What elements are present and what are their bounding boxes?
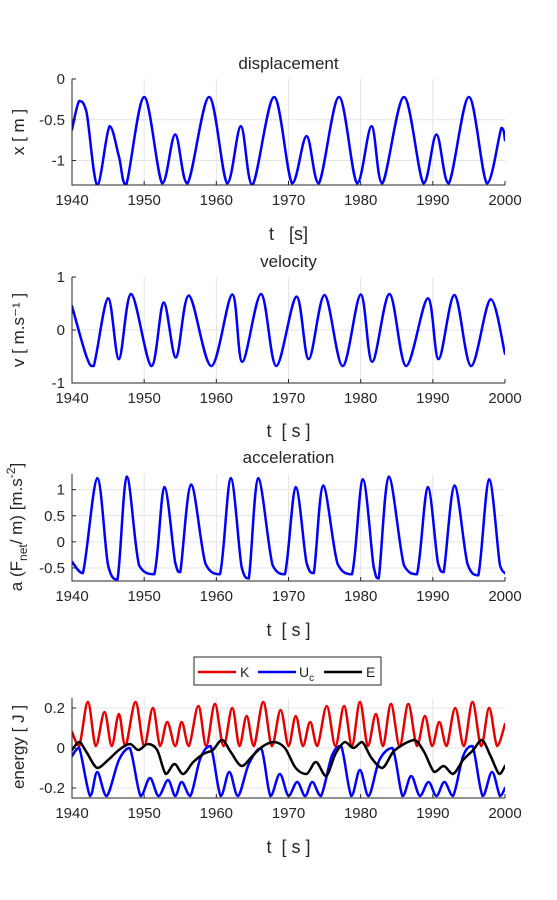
x-axis-label: t [ s ] bbox=[266, 837, 310, 857]
plot-area-velocity: 1940 1950 1960 1970 1980 1990 2000 1 0 -1 bbox=[52, 269, 522, 407]
x-tick-label: 1960 bbox=[200, 192, 233, 209]
y-tick-label: -0.2 bbox=[39, 780, 65, 797]
x-tick-label: 1980 bbox=[344, 588, 377, 605]
y-tick-label: 1 bbox=[57, 482, 65, 499]
x-tick-label: 1970 bbox=[272, 805, 305, 822]
x-tick-label: 1960 bbox=[200, 390, 233, 407]
series-line-uc bbox=[72, 744, 505, 798]
x-tick-label: 1950 bbox=[127, 390, 160, 407]
y-tick-label: -0.5 bbox=[39, 112, 65, 129]
y-tick-label: 0 bbox=[57, 71, 65, 88]
y-tick-label: 0.5 bbox=[44, 508, 65, 525]
panel-title: displacement bbox=[238, 54, 338, 73]
legend-label-uc-main: U bbox=[299, 664, 309, 680]
panel-title: velocity bbox=[260, 252, 317, 271]
series-line-0 bbox=[72, 475, 505, 581]
x-tick-label: 1940 bbox=[55, 588, 88, 605]
legend-label-uc: Uc bbox=[299, 664, 314, 684]
y-tick-label: 1 bbox=[57, 269, 65, 286]
series-group bbox=[72, 292, 505, 368]
legend: K Uc E bbox=[193, 656, 382, 686]
legend-label-uc-sub: c bbox=[309, 673, 314, 684]
plot-area-acceleration: 1940 1950 1960 1970 1980 1990 2000 1 0.5 0 -0.5 bbox=[39, 474, 522, 605]
panel-velocity: velocity v [ m.s⁻¹ ] t [ s ] 1940 1950 196… bbox=[9, 252, 522, 441]
y-axis-label: v [ m.s⁻¹ ] bbox=[9, 293, 28, 367]
x-tick-label: 1970 bbox=[272, 192, 305, 209]
y-label-main: a (F bbox=[7, 561, 26, 591]
x-tick-label: 1980 bbox=[344, 192, 377, 209]
plot-area-energy: 1940 1950 1960 1970 1980 1990 2000 0.2 0 -0.2 bbox=[39, 698, 522, 822]
x-tick-label: 1990 bbox=[416, 192, 449, 209]
y-label-end: ] bbox=[7, 463, 26, 468]
y-tick-label: 0.2 bbox=[44, 700, 65, 717]
panel-energy: K Uc E energy [ J ] t [ s ] 1940 1950 1960… bbox=[9, 656, 522, 857]
x-tick-label: 1950 bbox=[127, 805, 160, 822]
plot-area-displacement: 1940 1950 1960 1970 1980 1990 2000 0 -0.5 -1 bbox=[39, 71, 522, 209]
x-tick-label: 1970 bbox=[272, 390, 305, 407]
x-tick-label: 1960 bbox=[200, 588, 233, 605]
x-tick-label: 1990 bbox=[416, 805, 449, 822]
x-tick-label: 1990 bbox=[416, 390, 449, 407]
x-tick-label: 2000 bbox=[488, 390, 521, 407]
y-label-sub: net bbox=[16, 544, 30, 561]
x-tick-label: 1940 bbox=[55, 192, 88, 209]
x-tick-label: 1980 bbox=[344, 390, 377, 407]
x-tick-label: 1960 bbox=[200, 805, 233, 822]
x-axis-label: t [ s ] bbox=[266, 421, 310, 441]
y-axis-label: energy [ J ] bbox=[9, 705, 28, 789]
x-tick-label: 2000 bbox=[488, 588, 521, 605]
x-tick-label: 1970 bbox=[272, 588, 305, 605]
y-label-tail: / m) [m.s bbox=[7, 478, 26, 544]
x-tick-label: 1940 bbox=[55, 805, 88, 822]
x-tick-label: 2000 bbox=[488, 805, 521, 822]
series-line-e bbox=[72, 738, 505, 778]
y-tick-label: -1 bbox=[52, 375, 65, 392]
x-axis-label: t [ s ] bbox=[266, 620, 310, 640]
y-tick-label: 0 bbox=[57, 534, 65, 551]
panel-title: acceleration bbox=[243, 448, 335, 467]
y-tick-label: 0 bbox=[57, 322, 65, 339]
y-tick-label: 0 bbox=[57, 740, 65, 757]
series-group bbox=[72, 475, 505, 581]
x-tick-label: 1950 bbox=[127, 588, 160, 605]
x-axis-label: t [s] bbox=[269, 224, 308, 244]
legend-label-k: K bbox=[240, 664, 250, 680]
series-line-0 bbox=[72, 292, 505, 368]
series-line-0 bbox=[72, 95, 505, 185]
x-tick-label: 1940 bbox=[55, 390, 88, 407]
panel-displacement: displacement x [ m ] t [s] 1940 1950 1960 1… bbox=[9, 54, 522, 244]
series-group bbox=[72, 700, 505, 798]
x-tick-label: 1990 bbox=[416, 588, 449, 605]
y-axis-label: x [ m ] bbox=[9, 109, 28, 155]
panel-acceleration: acceleration a (Fnet/ m) [m.s-2] t [ s ]… bbox=[4, 448, 522, 640]
y-tick-label: -1 bbox=[52, 153, 65, 170]
y-axis-label: a (Fnet/ m) [m.s-2] bbox=[4, 463, 30, 591]
y-label-sup: -2 bbox=[4, 467, 18, 478]
x-tick-label: 1950 bbox=[127, 192, 160, 209]
legend-label-e: E bbox=[366, 664, 375, 680]
y-tick-label: -0.5 bbox=[39, 560, 65, 577]
x-tick-label: 2000 bbox=[488, 192, 521, 209]
series-group bbox=[72, 95, 505, 185]
x-tick-label: 1980 bbox=[344, 805, 377, 822]
